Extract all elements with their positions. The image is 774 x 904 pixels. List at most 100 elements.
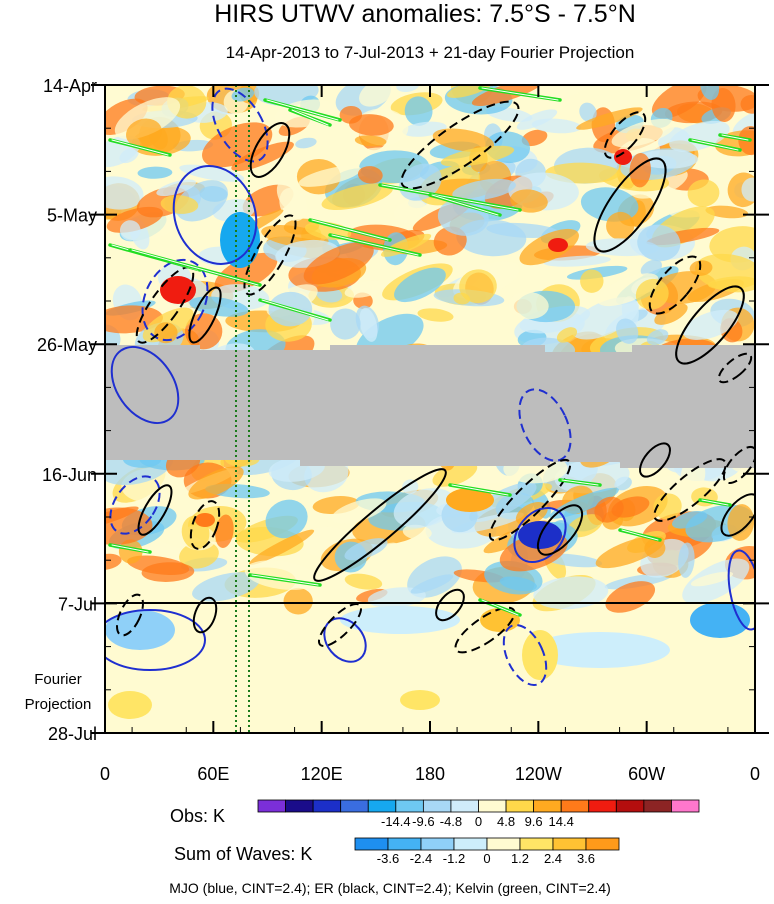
anomaly-patch — [543, 255, 611, 267]
er-contour — [400, 100, 520, 190]
anomaly-patch — [359, 307, 378, 342]
anomaly-patch — [672, 510, 708, 529]
anomaly-patch — [554, 458, 630, 494]
colorbar-swatch — [560, 799, 590, 813]
projection-label-line2: Projection — [25, 696, 92, 713]
colorbar-swatch — [519, 837, 554, 851]
anomaly-patch — [611, 118, 676, 148]
kelvin-contour-inner — [431, 194, 499, 216]
anomaly-patch — [452, 178, 516, 201]
projection-patch — [340, 606, 460, 634]
projection-label-line1: Fourier — [34, 671, 82, 688]
kelvin-contour-inner — [721, 134, 749, 141]
anomaly-patch — [499, 576, 537, 592]
anomaly-core — [446, 488, 494, 512]
anomaly-patch — [508, 291, 549, 320]
er-contour — [192, 596, 218, 634]
mjo-contour — [109, 475, 161, 535]
colorbar-swatch — [312, 799, 342, 813]
mjo-contour — [211, 87, 269, 163]
anomaly-patch — [105, 507, 153, 545]
waves-colorbar-label: Sum of Waves: K — [174, 844, 312, 864]
er-contour — [454, 606, 516, 654]
kelvin-contour-inner — [261, 299, 329, 321]
anomaly-patch — [740, 95, 755, 114]
anomaly-patch — [295, 137, 317, 149]
anomaly-patch — [533, 576, 609, 610]
anomaly-patch — [402, 524, 432, 540]
anomaly-patch — [417, 308, 454, 322]
er-contour — [116, 593, 144, 637]
anomaly-patch — [469, 482, 537, 523]
mjo-contour — [110, 346, 180, 424]
projection-patch — [400, 690, 440, 710]
anomaly-patch — [349, 114, 394, 136]
anomaly-patch — [192, 572, 260, 602]
anomaly-patch — [394, 267, 446, 303]
colorbar-swatch — [453, 837, 488, 851]
colorbar-tick-label: 0 — [483, 851, 490, 866]
colorbar-swatch — [585, 837, 620, 851]
kelvin-contour-inner — [311, 219, 389, 241]
anomaly-patch — [215, 514, 234, 548]
anomaly-core — [195, 513, 215, 527]
x-tick-label: 60E — [197, 764, 229, 784]
anomaly-patch — [446, 85, 494, 98]
colorbar-tick-label: -3.6 — [377, 851, 399, 866]
anomaly-patch — [380, 233, 432, 257]
colorbar-swatch — [588, 799, 617, 813]
anomaly-patch — [156, 179, 197, 197]
mjo-contour — [172, 165, 258, 265]
kelvin-contour-inner — [331, 234, 419, 256]
anomaly-patch — [331, 498, 387, 524]
y-tick-label: 26-May — [37, 335, 97, 355]
anomaly-patch — [594, 496, 624, 523]
anomaly-patch — [410, 574, 454, 594]
x-tick-label: 180 — [415, 764, 445, 784]
anomaly-patch — [188, 466, 244, 500]
colorbar-tick-label: 1.2 — [511, 851, 529, 866]
mjo-contour — [141, 258, 209, 342]
anomaly-patch — [531, 118, 582, 134]
colorbar-tick-label: -14.4 — [381, 814, 411, 829]
kelvin-contour-inner — [691, 139, 739, 151]
colorbar-swatch — [285, 799, 314, 813]
colorbar-tick-label: -1.2 — [443, 851, 465, 866]
er-contour — [249, 122, 291, 178]
anomaly-patch — [690, 571, 734, 587]
colorbar-swatch — [422, 799, 452, 813]
kelvin-contour-inner — [266, 99, 339, 121]
mjo-contour — [105, 609, 206, 671]
anomaly-patch — [303, 242, 374, 285]
colorbar-swatch — [505, 799, 535, 813]
er-contour — [603, 111, 647, 159]
anomaly-patch — [330, 308, 361, 340]
anomaly-core — [548, 238, 568, 252]
anomaly-patch — [393, 200, 428, 224]
anomaly-field — [105, 85, 755, 719]
colorbar-swatch — [395, 799, 424, 813]
er-contour — [720, 493, 755, 537]
x-tick-label: 60W — [628, 764, 665, 784]
colorbar-swatch — [486, 837, 521, 851]
kelvin-contour-inner — [381, 184, 519, 211]
anomaly-patch — [705, 205, 749, 219]
anomaly-patch — [154, 322, 178, 344]
anomaly-patch — [510, 189, 548, 213]
anomaly-patch — [700, 85, 720, 100]
er-contour — [593, 157, 667, 253]
x-tick-label: 120E — [301, 764, 343, 784]
anomaly-patch — [106, 206, 164, 233]
anomaly-patch — [105, 176, 144, 210]
x-tick-label: 0 — [750, 764, 760, 784]
anomaly-patch — [556, 327, 578, 343]
anomaly-patch — [249, 529, 315, 565]
y-tick-label: 5-May — [47, 206, 97, 226]
kelvin-contour-inner — [131, 249, 259, 286]
anomaly-patch — [576, 107, 643, 130]
anomaly-patch — [432, 128, 495, 153]
colorbar-tick-label: 2.4 — [544, 851, 562, 866]
kelvin-contour-inner — [291, 109, 329, 126]
x-tick-label: 120W — [515, 764, 562, 784]
mjo-contour — [502, 624, 548, 686]
